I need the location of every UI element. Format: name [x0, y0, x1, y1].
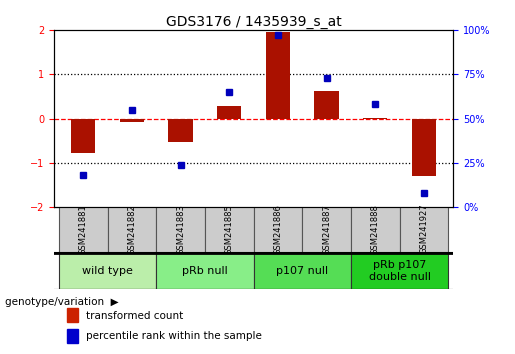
Text: percentile rank within the sample: percentile rank within the sample — [86, 331, 262, 341]
Text: pRb p107
double null: pRb p107 double null — [369, 260, 431, 282]
Bar — [351, 253, 449, 289]
Text: GSM241882: GSM241882 — [127, 204, 136, 255]
Bar — [156, 253, 254, 289]
Text: genotype/variation  ▶: genotype/variation ▶ — [5, 297, 119, 307]
Bar — [59, 207, 108, 253]
Bar — [71, 119, 95, 153]
Title: GDS3176 / 1435939_s_at: GDS3176 / 1435939_s_at — [166, 15, 341, 29]
Text: transformed count: transformed count — [86, 310, 183, 321]
Text: GSM241885: GSM241885 — [225, 204, 234, 255]
Bar — [351, 207, 400, 253]
Text: GSM241927: GSM241927 — [420, 204, 428, 255]
Bar — [400, 207, 449, 253]
Bar — [412, 119, 436, 176]
Bar — [156, 207, 205, 253]
Bar — [315, 91, 339, 119]
Bar — [67, 330, 78, 343]
Text: GSM241883: GSM241883 — [176, 204, 185, 255]
Bar — [67, 308, 78, 322]
Text: GSM241881: GSM241881 — [79, 204, 88, 255]
Text: GSM241887: GSM241887 — [322, 204, 331, 255]
Bar — [266, 32, 290, 119]
Text: pRb null: pRb null — [182, 266, 228, 276]
Bar — [108, 207, 156, 253]
Text: wild type: wild type — [82, 266, 133, 276]
Bar — [168, 119, 193, 142]
Bar — [253, 207, 302, 253]
Bar — [205, 207, 254, 253]
Text: p107 null: p107 null — [276, 266, 329, 276]
Bar — [253, 253, 351, 289]
Bar — [59, 253, 156, 289]
Text: GSM241886: GSM241886 — [273, 204, 282, 255]
Bar — [120, 119, 144, 122]
Bar — [302, 207, 351, 253]
Bar — [363, 118, 387, 119]
Text: GSM241888: GSM241888 — [371, 204, 380, 255]
Bar — [217, 106, 242, 119]
